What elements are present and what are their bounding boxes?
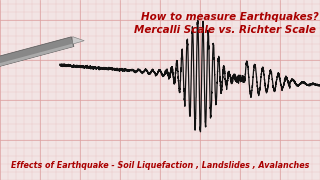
Text: Mercalli Scale vs. Richter Scale: Mercalli Scale vs. Richter Scale xyxy=(134,25,316,35)
Text: Effects of Earthquake - Soil Liquefaction , Landslides , Avalanches: Effects of Earthquake - Soil Liquefactio… xyxy=(11,161,309,170)
Polygon shape xyxy=(0,37,74,67)
Polygon shape xyxy=(0,44,73,67)
Polygon shape xyxy=(73,37,84,44)
Text: How to measure Earthquakes?: How to measure Earthquakes? xyxy=(141,12,319,22)
